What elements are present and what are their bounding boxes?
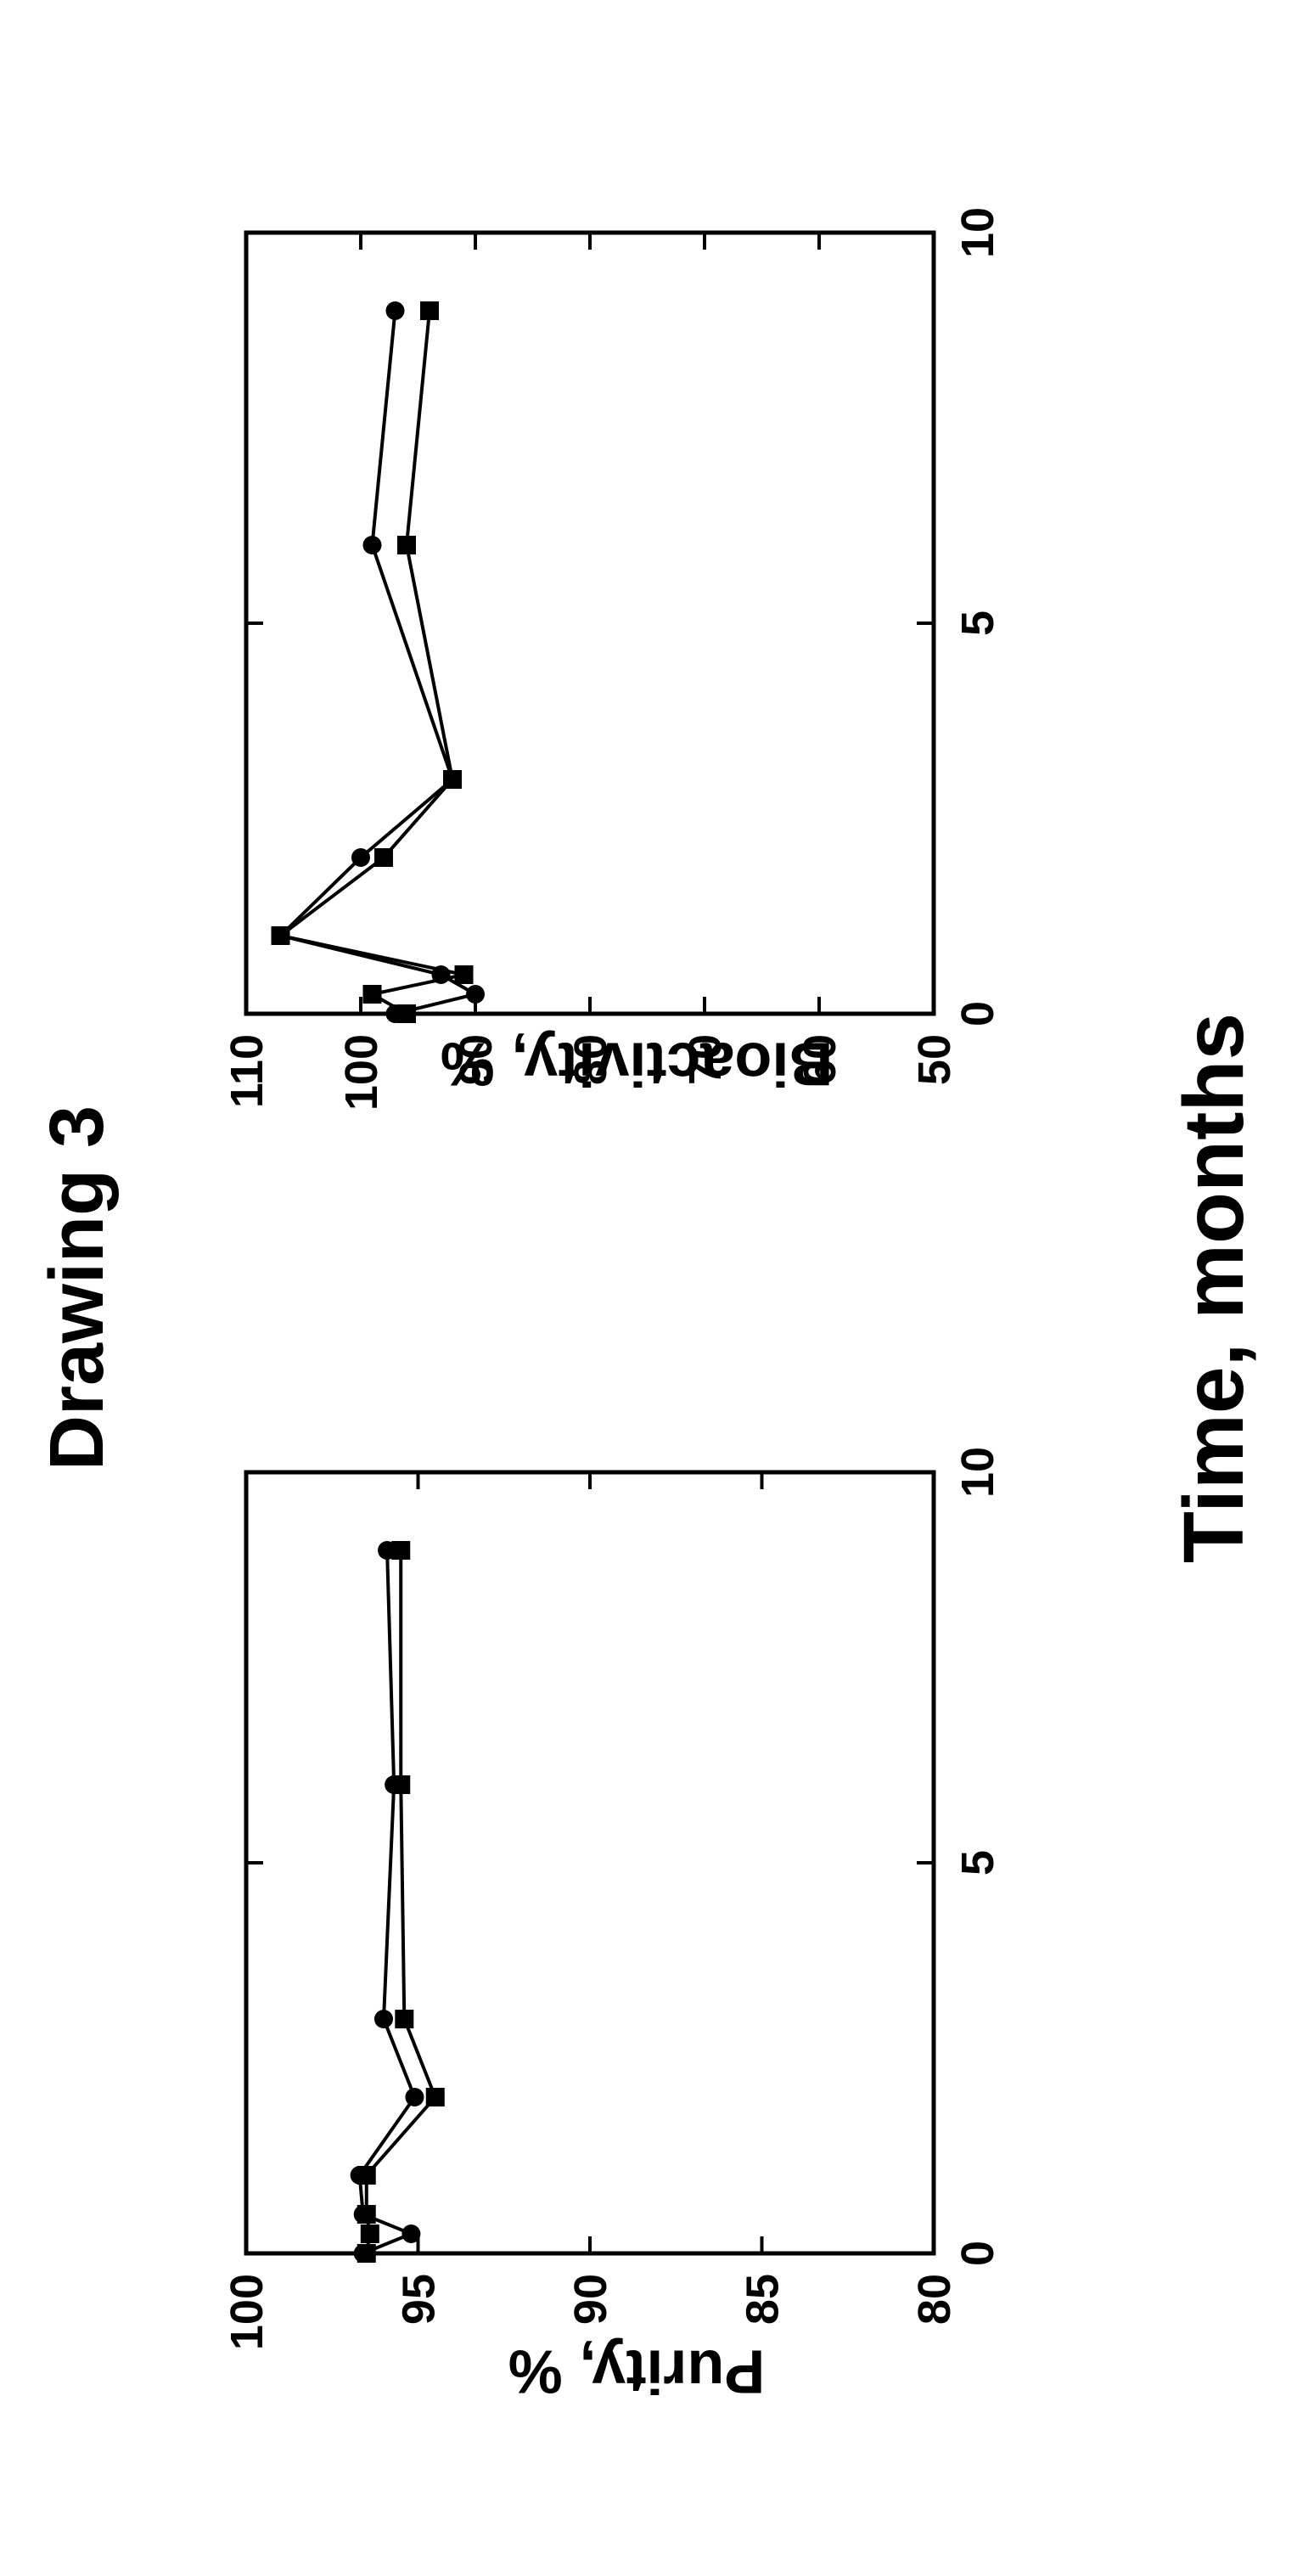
marker-square bbox=[420, 301, 439, 320]
marker-circle bbox=[405, 2088, 424, 2106]
marker-square bbox=[361, 2224, 379, 2243]
panel-purity: Purity, % 80 85 90 95 100 0 5 10 bbox=[221, 1438, 1053, 2440]
marker-square bbox=[391, 1541, 410, 1560]
svg-text:100: 100 bbox=[336, 1034, 387, 1111]
svg-text:0: 0 bbox=[952, 1001, 1003, 1026]
marker-circle bbox=[466, 985, 485, 1004]
marker-square bbox=[397, 536, 416, 554]
svg-text:5: 5 bbox=[952, 610, 1003, 636]
svg-text:50: 50 bbox=[909, 1034, 960, 1085]
rotated-canvas: Drawing 3 Purity, % 808590951000510 Bioa… bbox=[0, 0, 1314, 2576]
page: Drawing 3 Purity, % 808590951000510 Bioa… bbox=[0, 0, 1314, 2576]
xlabel-global: Time, months bbox=[1165, 0, 1263, 2576]
marker-circle bbox=[386, 301, 405, 320]
ylabel-bioactivity: Bioactivity, % bbox=[441, 1029, 834, 1099]
marker-square bbox=[272, 926, 290, 945]
svg-text:100: 100 bbox=[222, 2274, 272, 2350]
svg-text:85: 85 bbox=[737, 2274, 788, 2325]
marker-square bbox=[363, 985, 382, 1004]
svg-text:10: 10 bbox=[952, 1447, 1003, 1498]
svg-text:110: 110 bbox=[222, 1034, 272, 1108]
marker-square bbox=[443, 770, 462, 789]
marker-square bbox=[374, 848, 393, 867]
svg-text:90: 90 bbox=[565, 2274, 616, 2325]
svg-text:10: 10 bbox=[952, 207, 1003, 258]
marker-circle bbox=[402, 2224, 420, 2243]
series-line-series-circle bbox=[281, 311, 476, 1014]
marker-square bbox=[397, 1004, 416, 1023]
ylabel-purity: Purity, % bbox=[508, 2337, 766, 2406]
svg-text:0: 0 bbox=[952, 2241, 1003, 2266]
chart-purity: 80 85 90 95 100 0 5 10 bbox=[221, 1438, 1053, 2440]
series-line-series-circle bbox=[360, 1550, 415, 2253]
marker-square bbox=[455, 965, 474, 984]
marker-square bbox=[426, 2088, 445, 2106]
svg-text:80: 80 bbox=[909, 2274, 960, 2325]
marker-circle bbox=[363, 536, 382, 554]
figure-title: Drawing 3 bbox=[34, 0, 121, 2576]
svg-text:95: 95 bbox=[393, 2274, 444, 2325]
marker-square bbox=[391, 1775, 410, 1794]
svg-text:5: 5 bbox=[952, 1850, 1003, 1876]
marker-square bbox=[395, 2010, 413, 2028]
marker-square bbox=[357, 2244, 376, 2263]
marker-circle bbox=[351, 848, 370, 867]
marker-circle bbox=[374, 2010, 393, 2028]
panel-bioactivity: Bioactivity, % 50607080901001100510 bbox=[221, 199, 1053, 1201]
marker-square bbox=[357, 2205, 376, 2224]
marker-square bbox=[357, 2166, 376, 2185]
